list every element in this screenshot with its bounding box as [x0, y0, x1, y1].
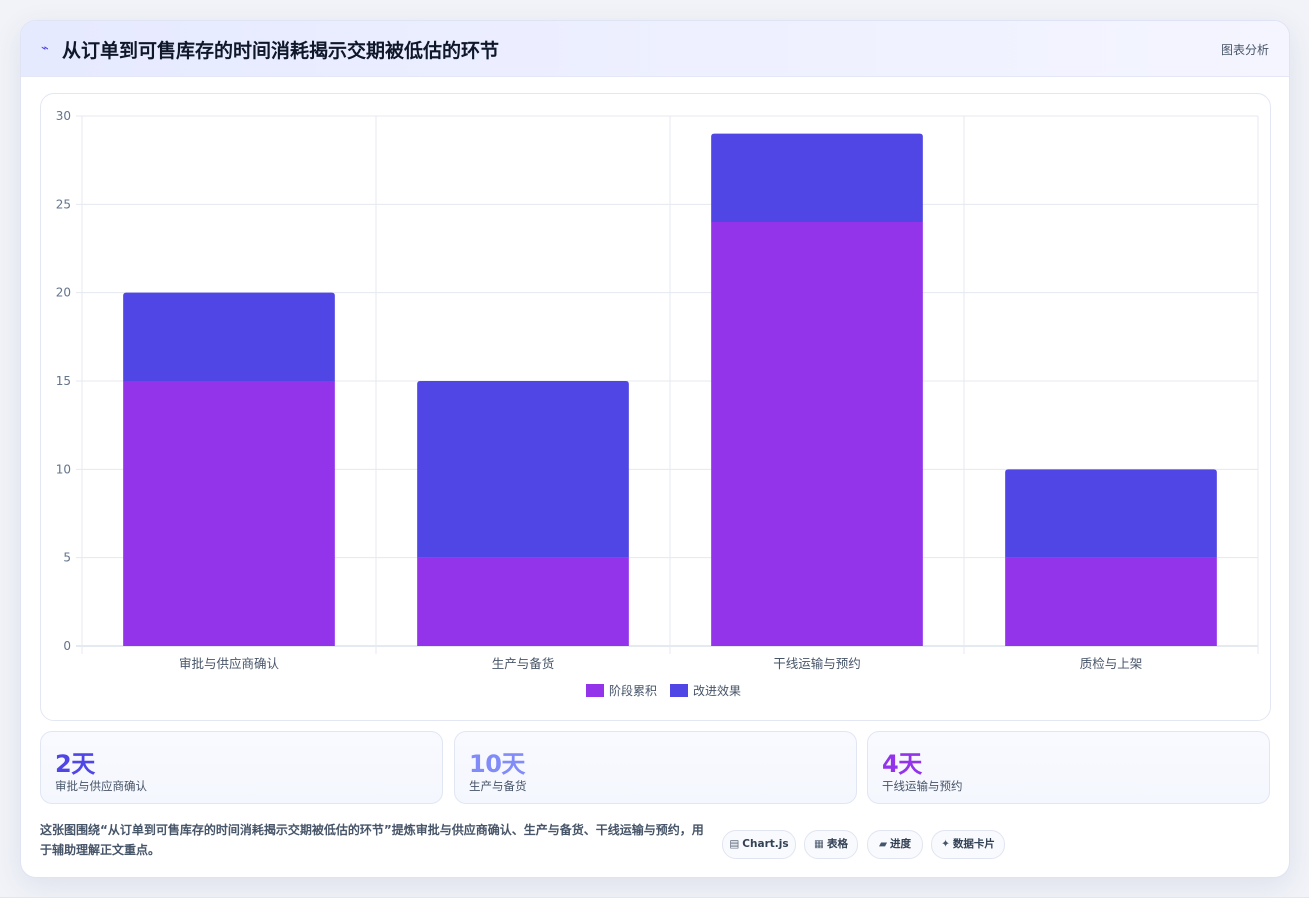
bar-segment	[417, 557, 629, 646]
stat-label: 干线运输与预约	[882, 779, 963, 793]
chart-icon: ▤	[729, 838, 740, 850]
chip-label: 表格	[826, 838, 848, 850]
chip-table[interactable]: ▦ 表格	[804, 830, 858, 859]
chip-label: Chart.js	[742, 838, 789, 850]
stat-card-approval: 2天 审批与供应商确认	[40, 731, 443, 804]
stat-value: 2天	[55, 750, 95, 778]
x-tick-label: 生产与备货	[492, 656, 555, 671]
stacked-bar-chart: 0 5 10 15 20 25 30 审批与供应商确认 生产与备货 干线运输与预约 质检与上架阶段累…	[56, 109, 1259, 698]
y-tick-label: 15	[56, 374, 71, 388]
stat-card-transport: 4天 干线运输与预约	[867, 731, 1270, 804]
chart-card: ⌁ 从订单到可售库存的时间消耗揭示交期被低估的环节 图表分析 0 5 10 15 20 2…	[20, 20, 1290, 878]
y-tick-label: 20	[56, 286, 71, 300]
stat-value: 10天	[469, 750, 525, 778]
stat-value: 4天	[882, 750, 922, 778]
legend-label: 阶段累积	[609, 683, 657, 698]
legend-swatch	[670, 684, 688, 697]
stat-label: 生产与备货	[469, 779, 527, 793]
y-tick-label: 5	[63, 551, 71, 565]
bar-segment	[123, 292, 335, 381]
sparkle-icon: ✦	[941, 838, 950, 850]
bar-segment	[711, 222, 923, 646]
chart-title: 从订单到可售库存的时间消耗揭示交期被低估的环节	[62, 40, 500, 62]
x-tick-label: 质检与上架	[1080, 656, 1143, 671]
stat-label: 审批与供应商确认	[55, 779, 147, 793]
bar-segment	[711, 133, 923, 222]
y-tick-label: 10	[56, 462, 71, 476]
card-header: ⌁ 从订单到可售库存的时间消耗揭示交期被低估的环节 图表分析	[21, 21, 1289, 77]
bar-segment	[1005, 469, 1217, 558]
legend-swatch	[586, 684, 604, 697]
chart-line-icon: ⌁	[41, 41, 49, 56]
chip-label: 进度	[890, 838, 912, 850]
table-icon: ▦	[814, 838, 824, 850]
progress-icon: ▰	[878, 838, 888, 850]
chip-chartjs[interactable]: ▤ Chart.js	[722, 830, 796, 859]
bar-segment	[417, 381, 629, 558]
bar-segment	[123, 381, 335, 646]
chart-panel: 0 5 10 15 20 25 30 审批与供应商确认 生产与备货 干线运输与预约 质检与上架阶段累…	[40, 93, 1271, 721]
chart-analysis-label: 图表分析	[1220, 43, 1269, 57]
x-tick-label: 干线运输与预约	[773, 656, 861, 671]
x-tick-label: 审批与供应商确认	[179, 656, 280, 671]
chip-label: 数据卡片	[952, 838, 995, 850]
y-tick-label: 0	[63, 639, 71, 653]
chart-description: 这张图围绕“从订单到可售库存的时间消耗揭示交期被低估的环节”提炼审批与供应商确认…	[40, 823, 704, 857]
bar-segment	[1005, 557, 1217, 646]
chip-data-card[interactable]: ✦ 数据卡片	[931, 830, 1005, 859]
legend-label: 改进效果	[693, 683, 741, 698]
y-tick-label: 30	[56, 109, 71, 123]
stat-card-production: 10天 生产与备货	[454, 731, 857, 804]
y-tick-label: 25	[56, 197, 71, 211]
chip-progress[interactable]: ▰ 进度	[867, 830, 923, 859]
